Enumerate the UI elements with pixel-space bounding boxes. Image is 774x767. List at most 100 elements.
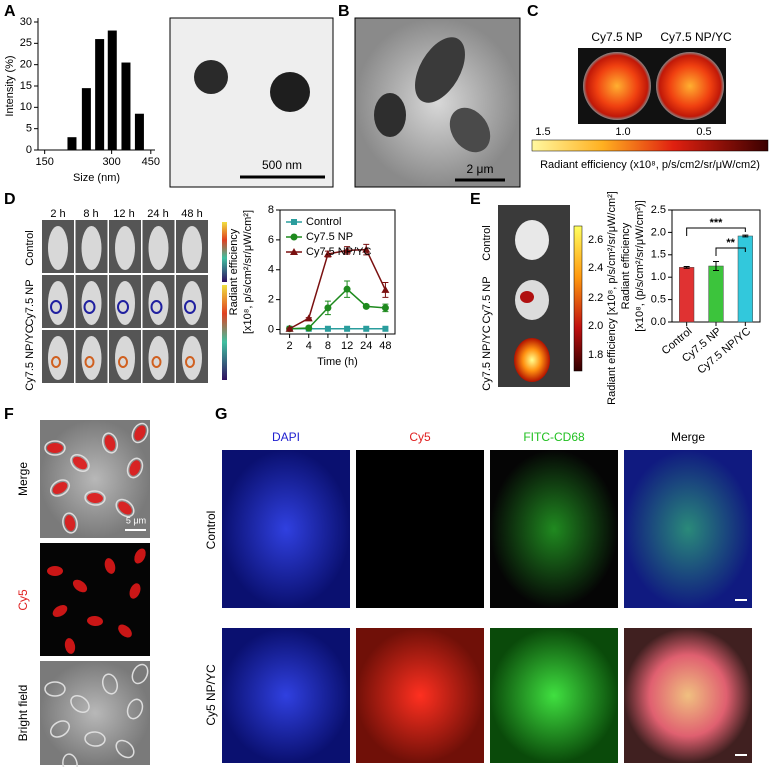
y-axis-label: Radiant efficiency (620, 222, 632, 309)
colorbar-tick-label: 1.8 (588, 349, 603, 361)
column-label: Merge (671, 430, 705, 444)
cy5-image (356, 628, 484, 763)
point (343, 246, 352, 254)
point (343, 285, 351, 293)
row-label: Cy7.5 NP (481, 276, 493, 323)
cell-outline (44, 681, 66, 697)
mouse-grid (42, 220, 208, 383)
x-tick-label: 24 (360, 340, 372, 352)
bar (121, 62, 131, 150)
fitc-image (490, 450, 618, 608)
column-label: DAPI (272, 430, 300, 444)
signal (51, 356, 61, 368)
cell-signal (72, 456, 88, 470)
organ (515, 220, 549, 260)
y-axis-label: [x10⁸, (p/s/cm²/sr/μW/cm²)] (634, 200, 646, 331)
merge-image (624, 450, 752, 608)
y-axis-label: [x10⁸, p/s/cm²/sr/μW/cm²] (242, 210, 254, 334)
mouse (48, 226, 68, 270)
point (382, 325, 389, 332)
mouse (48, 281, 68, 325)
scale-bar-label: 500 nm (262, 158, 302, 172)
colorbar-tick-label: 2.0 (588, 320, 603, 332)
bar (107, 30, 117, 150)
cell-signal (52, 482, 68, 494)
row-label: Cy7.5 NP/YC (481, 325, 493, 390)
cell-signal (104, 435, 116, 451)
y-tick-label: 8 (268, 204, 274, 216)
tem-image (169, 17, 334, 188)
cell-outline (44, 440, 66, 456)
point (381, 285, 390, 293)
cy5-image (356, 450, 484, 608)
signal (117, 300, 129, 314)
y-axis-label: Radiant efficiency (228, 228, 240, 315)
fitc-image (490, 628, 618, 763)
cell-signal (72, 579, 88, 593)
signal (185, 356, 195, 368)
cell-outline (84, 731, 106, 747)
line (289, 248, 387, 330)
x-tick-label: 150 (35, 156, 53, 168)
bar (81, 88, 91, 150)
well-label: Cy7.5 NP (591, 30, 642, 44)
time-label: 8 h (83, 208, 98, 220)
line (289, 288, 386, 330)
colorbar-tick-label: 1.0 (615, 126, 630, 138)
x-tick-label: 2 (287, 340, 293, 352)
cell-outline (131, 422, 149, 444)
particle (270, 72, 310, 112)
merge-image (624, 628, 752, 763)
panel-label: D (4, 191, 16, 208)
panel-label: E (470, 191, 481, 208)
cell-signal (118, 624, 132, 638)
cell-outline (101, 432, 119, 454)
bar (708, 265, 724, 323)
point (363, 325, 370, 332)
mouse (115, 281, 135, 325)
cell-outline (62, 753, 78, 767)
panel-label: A (4, 3, 16, 20)
x-axis-label: Size (nm) (73, 172, 120, 184)
well (583, 52, 651, 120)
significance-bracket (715, 247, 746, 256)
cell-signal (129, 460, 141, 476)
scale-bar-label: 5 μm (126, 515, 146, 525)
cell-outline (131, 663, 149, 685)
dapi-image (222, 450, 350, 608)
well (656, 52, 724, 120)
colorbar-tick-label: 0.5 (696, 126, 711, 138)
y-tick-label: 2 (268, 294, 274, 306)
cells (44, 422, 149, 767)
y-tick-label: 25 (20, 37, 32, 49)
signal (84, 356, 95, 368)
mouse (148, 226, 169, 270)
signal (118, 356, 128, 368)
scale-bar-label: 2 μm (467, 162, 494, 176)
error-bar (742, 234, 749, 238)
cell-signal (104, 558, 116, 574)
cell-outline (62, 512, 78, 534)
x-tick-label: 8 (325, 340, 331, 352)
signal (83, 300, 96, 314)
bar (679, 267, 695, 323)
significance-bracket (686, 227, 746, 236)
colorbar-tick-label: 1.5 (535, 126, 550, 138)
point (344, 325, 351, 332)
point (362, 245, 371, 253)
row-label: Merge (16, 462, 30, 496)
mouse (81, 281, 102, 325)
colorbar (531, 139, 769, 152)
y-tick-label: 4 (268, 264, 274, 276)
legend-label: Control (306, 216, 341, 228)
cy5-image (40, 543, 150, 656)
organ (514, 338, 550, 382)
cell-outline (126, 457, 144, 479)
cell-outline (84, 490, 106, 506)
point (285, 324, 294, 332)
row-label: Cy7.5 NP/YC (24, 325, 36, 390)
x-tick-label: 450 (142, 156, 160, 168)
merge-image (40, 420, 150, 538)
mouse (148, 281, 169, 325)
